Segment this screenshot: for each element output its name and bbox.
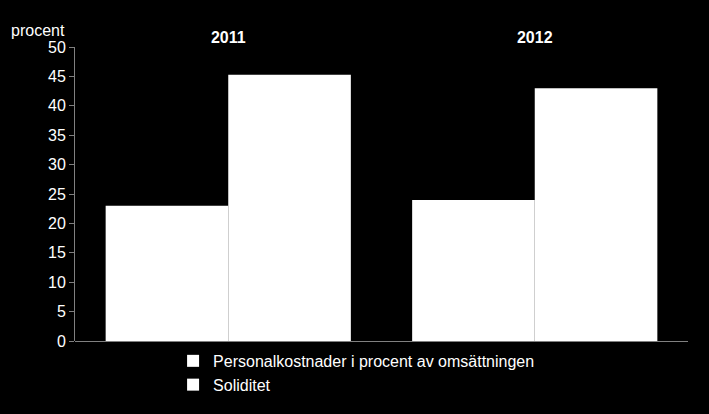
svg-text:40: 40: [48, 97, 66, 114]
svg-text:25: 25: [48, 186, 66, 203]
svg-text:15: 15: [48, 244, 66, 261]
svg-text:Soliditet: Soliditet: [213, 377, 270, 394]
svg-text:45: 45: [48, 68, 66, 85]
svg-text:2011: 2011: [211, 29, 246, 46]
svg-text:0: 0: [57, 333, 66, 350]
svg-text:procent: procent: [11, 22, 65, 39]
svg-text:20: 20: [48, 215, 66, 232]
svg-text:30: 30: [48, 156, 66, 173]
svg-text:35: 35: [48, 127, 66, 144]
svg-text:Personalkostnader i procent av: Personalkostnader i procent av omsättnin…: [213, 353, 534, 370]
svg-text:5: 5: [57, 303, 66, 320]
svg-text:10: 10: [48, 274, 66, 291]
svg-text:2012: 2012: [517, 29, 553, 46]
svg-text:50: 50: [48, 39, 66, 56]
